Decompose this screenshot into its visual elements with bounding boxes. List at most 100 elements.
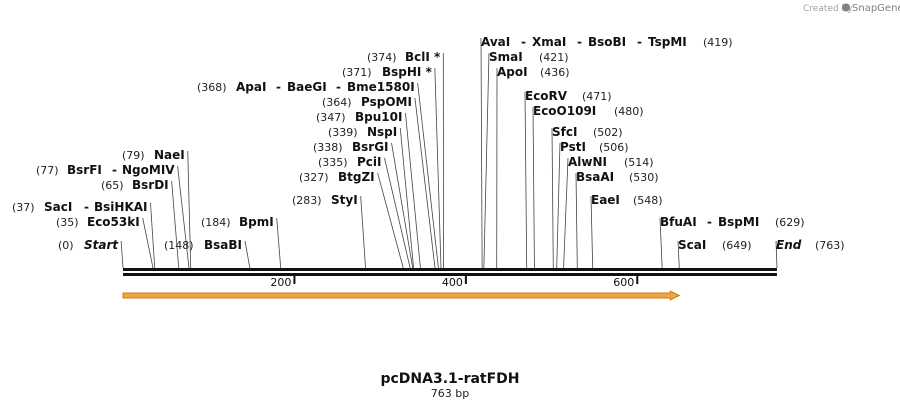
site-position: (436) — [540, 66, 570, 79]
cut-site-leader — [480, 37, 483, 269]
enzyme-name[interactable]: BspMI — [718, 215, 759, 229]
cut-site-leader — [417, 82, 439, 269]
site-position: (79) — [122, 149, 145, 162]
enzyme-name[interactable]: TspMI — [648, 35, 687, 49]
site-position: (480) — [614, 105, 644, 118]
enzyme-name[interactable]: BspHI * — [382, 65, 433, 79]
ruler-tick-label: 600 — [613, 276, 634, 289]
site-position: (514) — [624, 156, 654, 169]
site-position: (35) — [56, 216, 79, 229]
cut-site-leader — [150, 202, 156, 269]
cut-site-leader — [434, 67, 442, 269]
enzyme-separator: - — [336, 80, 341, 94]
site-position: (364) — [322, 96, 352, 109]
orf-arrow[interactable] — [122, 290, 681, 301]
site-position: (37) — [12, 201, 35, 214]
enzyme-name[interactable]: BsrFI — [67, 163, 102, 177]
site-position: (371) — [342, 66, 372, 79]
enzyme-name[interactable]: Start — [84, 238, 119, 252]
cut-site-leader — [120, 240, 124, 269]
enzyme-separator: - — [112, 163, 117, 177]
enzyme-name[interactable]: BfuAI — [660, 215, 697, 229]
enzyme-name[interactable]: BsaBI — [204, 238, 242, 252]
site-position: (148) — [164, 239, 194, 252]
enzyme-name[interactable]: EcoO109I — [533, 104, 596, 118]
cut-site-leader — [556, 142, 561, 269]
site-position: (338) — [313, 141, 343, 154]
enzyme-name[interactable]: BtgZI — [338, 170, 375, 184]
enzyme-name[interactable]: BsrGI — [352, 140, 389, 154]
site-position: (327) — [299, 171, 329, 184]
enzyme-name[interactable]: BsoBI — [588, 35, 626, 49]
enzyme-name[interactable]: Bme1580I — [347, 80, 415, 94]
sequence-title: pcDNA3.1-ratFDH — [380, 371, 519, 387]
enzyme-name[interactable]: SacI — [44, 200, 72, 214]
site-position: (374) — [367, 51, 397, 64]
enzyme-name[interactable]: PciI — [357, 155, 382, 169]
credit-prefix: Created by — [803, 4, 853, 14]
site-position: (368) — [197, 81, 227, 94]
enzyme-name[interactable]: NspI — [367, 125, 397, 139]
enzyme-name[interactable]: AvaI — [481, 35, 510, 49]
sequence-length: 763 bp — [431, 387, 469, 400]
enzyme-name[interactable]: ScaI — [678, 238, 706, 252]
enzyme-name[interactable]: BsaAI — [576, 170, 614, 184]
cut-site-leader — [244, 240, 251, 269]
cut-site-leader — [360, 195, 366, 269]
enzyme-name[interactable]: Bpu10I — [355, 110, 402, 124]
cut-site-leader — [563, 157, 569, 269]
cut-site-leader — [414, 97, 436, 269]
site-position: (77) — [36, 164, 59, 177]
enzyme-name[interactable]: BpmI — [239, 215, 274, 229]
site-position: (763) — [815, 239, 845, 252]
enzyme-name[interactable]: Eco53kI — [87, 215, 140, 229]
enzyme-name[interactable]: PstI — [560, 140, 586, 154]
site-position: (65) — [101, 179, 124, 192]
site-position: (421) — [539, 51, 569, 64]
enzyme-name[interactable]: ApaI — [236, 80, 266, 94]
ruler-tick-label: 200 — [270, 276, 291, 289]
cut-site-leader — [775, 240, 778, 269]
enzyme-name[interactable]: BclI * — [405, 50, 441, 64]
backbone-top-strand — [123, 268, 777, 271]
cut-site-leader — [177, 165, 190, 269]
enzyme-name[interactable]: StyI — [331, 193, 358, 207]
cut-site-leader — [524, 91, 528, 269]
cut-site-leader — [532, 106, 535, 269]
site-position: (339) — [328, 126, 358, 139]
enzyme-name[interactable]: PspOMI — [361, 95, 412, 109]
site-position: (649) — [722, 239, 752, 252]
enzyme-name[interactable]: XmaI — [532, 35, 566, 49]
cut-site-leader — [171, 180, 180, 269]
enzyme-name[interactable]: BsiHKAI — [94, 200, 148, 214]
cut-site-leader — [575, 172, 578, 269]
site-position: (502) — [593, 126, 623, 139]
enzyme-name[interactable]: EcoRV — [525, 89, 568, 103]
cut-site-leader — [590, 195, 594, 269]
enzyme-separator: - — [637, 35, 642, 49]
site-position: (283) — [292, 194, 322, 207]
cut-site-leader — [384, 157, 411, 269]
enzyme-name[interactable]: SfcI — [552, 125, 577, 139]
orf-feature[interactable] — [122, 290, 681, 301]
enzyme-name[interactable]: NgoMIV — [122, 163, 175, 177]
enzyme-name[interactable]: BsrDI — [132, 178, 169, 192]
cut-site-leader — [391, 142, 414, 269]
enzyme-separator: - — [521, 35, 526, 49]
enzyme-name[interactable]: NaeI — [154, 148, 185, 162]
cut-site-leader — [142, 217, 154, 269]
enzyme-name[interactable]: SmaI — [489, 50, 523, 64]
site-position: (530) — [629, 171, 659, 184]
cut-site-leader — [659, 217, 663, 269]
cut-site-leader — [405, 112, 421, 269]
enzyme-name[interactable]: BaeGI — [287, 80, 327, 94]
enzyme-name[interactable]: EaeI — [591, 193, 620, 207]
enzyme-name[interactable]: End — [776, 238, 802, 252]
enzyme-name[interactable]: AlwNI — [568, 155, 607, 169]
site-position: (335) — [318, 156, 348, 169]
enzyme-name[interactable]: ApoI — [497, 65, 528, 79]
enzyme-separator: - — [84, 200, 89, 214]
dna-backbone — [123, 268, 777, 276]
